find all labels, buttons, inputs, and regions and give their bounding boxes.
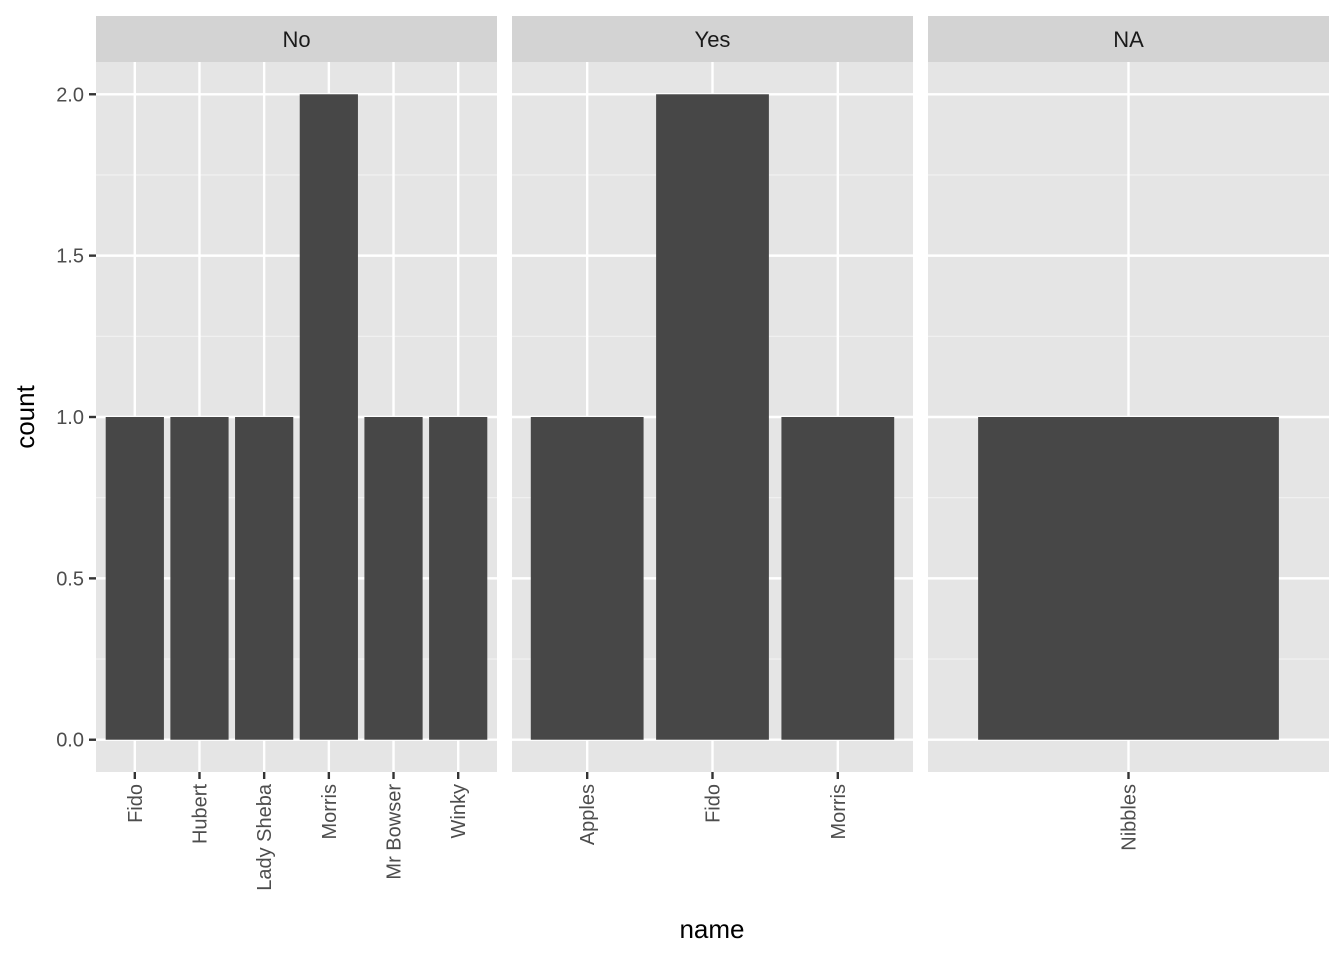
- bar-winky: [429, 417, 488, 740]
- bar-morris: [781, 417, 895, 740]
- bar-fido: [105, 417, 164, 740]
- bar-nibbles: [978, 417, 1279, 740]
- bar-apples: [530, 417, 644, 740]
- bar-fido: [656, 94, 769, 740]
- y-axis: 0.0 0.5 1.0 1.5 2.0: [56, 84, 96, 752]
- x-tick-label: Winky: [448, 784, 470, 838]
- facet-strip: [928, 16, 1329, 62]
- bar-lady-sheba: [235, 417, 294, 740]
- bar-mr-bowser: [364, 417, 423, 740]
- bar-morris: [299, 94, 358, 740]
- facet-strip-label: NA: [1113, 27, 1144, 52]
- facet-strip-label: Yes: [695, 27, 731, 52]
- x-axis-title: name: [679, 914, 744, 944]
- y-tick-label: 2.0: [56, 84, 84, 106]
- y-tick-label: 1.0: [56, 407, 84, 429]
- x-tick-label: Morris: [319, 784, 341, 840]
- y-tick-label: 0.0: [56, 730, 84, 752]
- facet-panel-yes: Yes Apples Fido Morris: [512, 16, 913, 845]
- x-tick-label: Hubert: [189, 784, 211, 844]
- y-tick-label: 1.5: [56, 246, 84, 268]
- facet-strip: [512, 16, 913, 62]
- facet-panels: No Fido Hubert Lady Sheba Morris Mr Bowser Win…: [96, 16, 1329, 891]
- x-tick-label: Nibbles: [1119, 784, 1141, 851]
- x-tick-label: Fido: [703, 784, 725, 823]
- bar-hubert: [170, 417, 229, 740]
- x-tick-label: Mr Bowser: [384, 784, 406, 880]
- facet-panel-na: NA Nibbles: [928, 16, 1329, 851]
- y-tick-label: 0.5: [56, 568, 84, 590]
- x-tick-label: Apples: [577, 784, 599, 845]
- y-axis-title: count: [10, 384, 40, 448]
- x-tick-label: Morris: [828, 784, 850, 840]
- facet-strip: [96, 16, 497, 62]
- x-tick-label: Fido: [125, 784, 147, 823]
- x-tick-label: Lady Sheba: [254, 783, 276, 891]
- facet-panel-no: No Fido Hubert Lady Sheba Morris Mr Bowser Win…: [96, 16, 497, 891]
- facet-strip-label: No: [282, 27, 310, 52]
